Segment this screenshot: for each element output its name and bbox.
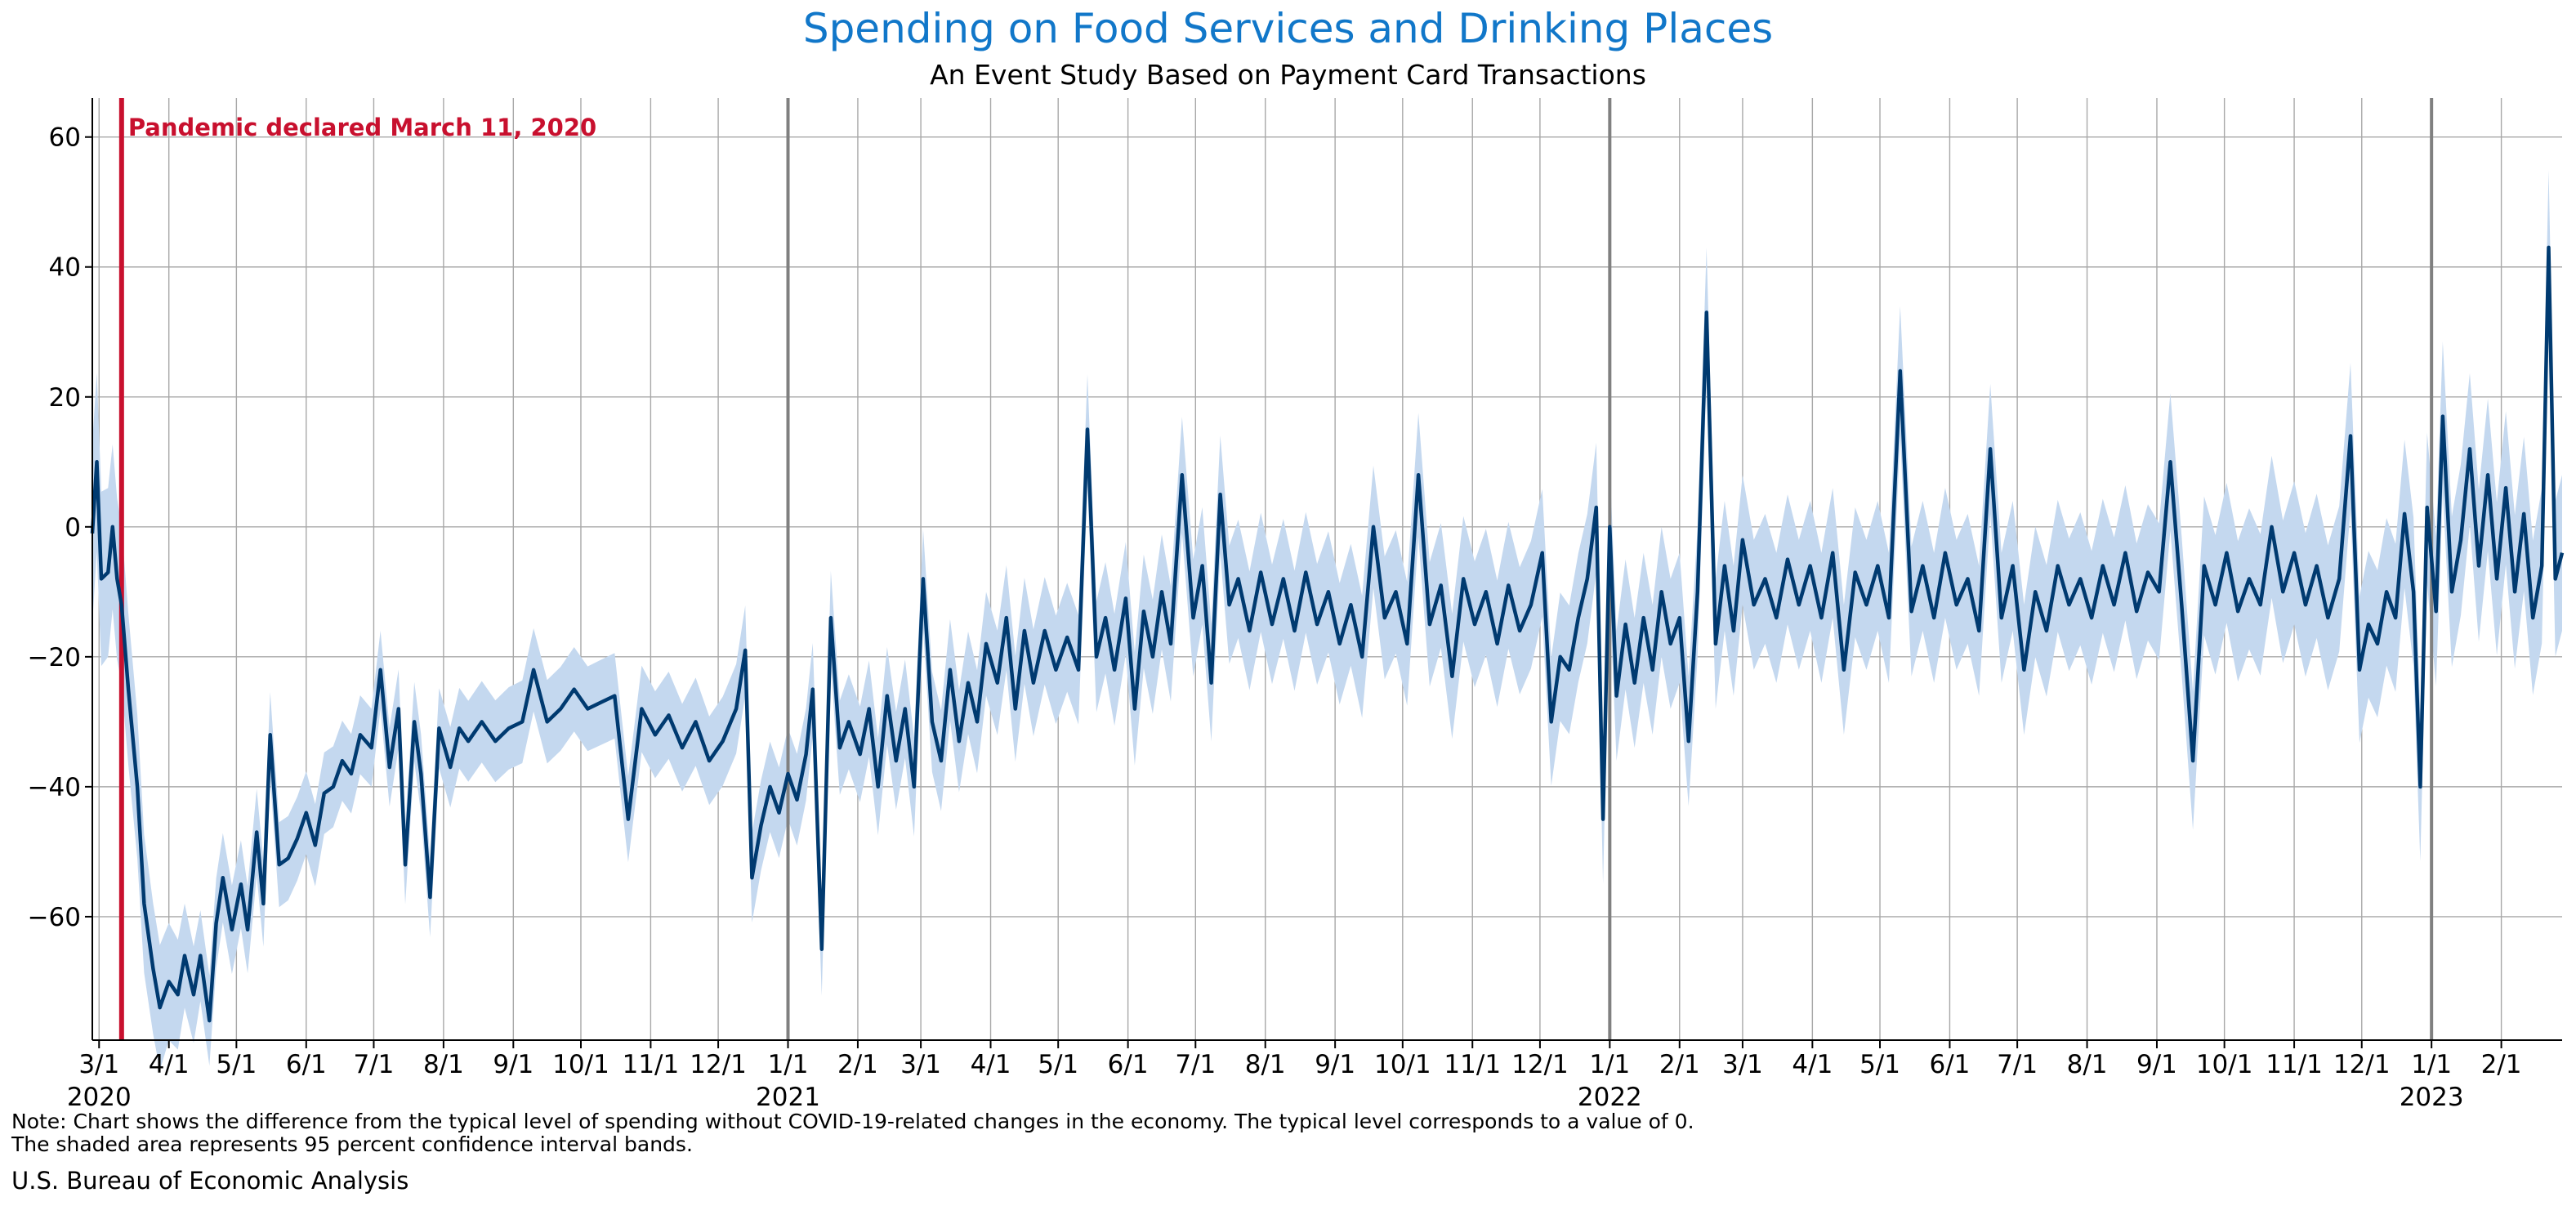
x-tick-label: 7/1 — [354, 1050, 395, 1079]
x-tick-labels: 3/1 2020 4/1 5/1 6/1 7/1 8/1 9/1 10/1 11/1 12/1 1/1… — [67, 1040, 2522, 1112]
chart-subtitle: An Event Study Based on Payment Card Tra… — [930, 59, 1646, 91]
x-tick-label: 11/1 — [623, 1050, 680, 1079]
x-tick-label: 6/1 — [1930, 1050, 1971, 1079]
x-tick-label: 8/1 — [1245, 1050, 1286, 1079]
y-tick-label: 20 — [49, 383, 81, 413]
x-tick-label: 11/1 — [2266, 1050, 2323, 1079]
x-tick-label: 10/1 — [552, 1050, 609, 1079]
chart-title: Spending on Food Services and Drinking P… — [802, 5, 1774, 52]
x-tick-label: 4/1 — [1792, 1050, 1833, 1079]
x-tick-label: 5/1 — [1038, 1050, 1078, 1079]
x-tick-label: 8/1 — [2067, 1050, 2108, 1079]
event-annotation: Pandemic declared March 11, 2020 — [128, 114, 596, 141]
axes — [92, 98, 2562, 1041]
x-year-label: 2023 — [2400, 1083, 2464, 1112]
x-tick-label: 6/1 — [1108, 1050, 1149, 1079]
y-tick-label: 0 — [65, 513, 81, 543]
confidence-band — [92, 169, 2562, 1070]
x-tick-label: 12/1 — [690, 1050, 747, 1079]
x-tick-label: 7/1 — [1997, 1050, 2038, 1079]
note-line-1: Note: Chart shows the difference from th… — [11, 1110, 1694, 1133]
x-tick-label: 2/1 — [837, 1050, 878, 1079]
x-tick-label: 7/1 — [1175, 1050, 1216, 1079]
x-year-label: 2020 — [67, 1083, 132, 1112]
x-tick-label: 3/1 — [78, 1050, 119, 1079]
x-tick-label: 3/1 — [900, 1050, 941, 1079]
x-tick-label: 1/1 — [2411, 1050, 2452, 1079]
x-tick-label: 4/1 — [149, 1050, 190, 1079]
x-tick-label: 5/1 — [1859, 1050, 1900, 1079]
x-tick-label: 3/1 — [1722, 1050, 1763, 1079]
y-tick-label: 60 — [49, 123, 81, 153]
y-tick-label: 40 — [49, 253, 81, 283]
x-tick-label: 10/1 — [1374, 1050, 1431, 1079]
x-tick-label: 11/1 — [1444, 1050, 1501, 1079]
x-tick-label: 12/1 — [1511, 1050, 1569, 1079]
y-tick-label: −60 — [28, 903, 81, 932]
x-tick-label: 1/1 — [768, 1050, 809, 1079]
y-tick-label: −20 — [28, 643, 81, 672]
x-tick-label: 2/1 — [1659, 1050, 1700, 1079]
x-tick-label: 2/1 — [2481, 1050, 2522, 1079]
source-label: U.S. Bureau of Economic Analysis — [11, 1167, 409, 1195]
x-tick-label: 8/1 — [423, 1050, 464, 1079]
x-tick-label: 1/1 — [1589, 1050, 1630, 1079]
y-tick-labels: 60 40 20 0 −20 −40 −60 — [28, 123, 92, 932]
note-line-2: The shaded area represents 95 percent co… — [11, 1132, 693, 1156]
x-tick-label: 9/1 — [493, 1050, 534, 1079]
x-year-label: 2022 — [1578, 1083, 1642, 1112]
x-tick-label: 9/1 — [2136, 1050, 2177, 1079]
x-tick-label: 4/1 — [971, 1050, 1011, 1079]
x-tick-label: 12/1 — [2333, 1050, 2391, 1079]
x-tick-label: 5/1 — [216, 1050, 257, 1079]
x-year-label: 2021 — [756, 1083, 820, 1112]
x-tick-label: 6/1 — [286, 1050, 327, 1079]
y-tick-label: −40 — [28, 773, 81, 802]
series-line — [90, 245, 2565, 1023]
x-tick-label: 9/1 — [1315, 1050, 1355, 1079]
x-tick-label: 10/1 — [2196, 1050, 2253, 1079]
